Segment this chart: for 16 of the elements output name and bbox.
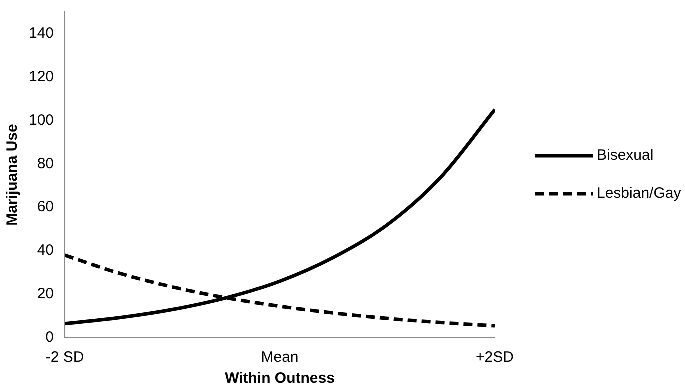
y-tick-label: 140 bbox=[28, 24, 54, 42]
y-tick-label: 100 bbox=[28, 112, 54, 129]
y-tick-label: 120 bbox=[28, 68, 54, 86]
x-tick-label: +2SD bbox=[476, 349, 514, 366]
y-tick-label: 20 bbox=[37, 286, 54, 303]
legend-label: Bisexual bbox=[597, 147, 654, 164]
x-tick-label: Mean bbox=[261, 349, 299, 366]
y-axis-title: Marijuana Use bbox=[4, 124, 22, 226]
y-tick-label: 60 bbox=[37, 198, 54, 216]
line-series bbox=[65, 108, 495, 326]
x-tick-label: -2 SD bbox=[46, 349, 84, 366]
y-tick-label: 0 bbox=[46, 329, 54, 346]
y-tick-label: 80 bbox=[37, 155, 54, 172]
y-tick-label: 40 bbox=[37, 242, 54, 260]
x-axis-title: Within Outness bbox=[225, 370, 335, 388]
legend-label: Lesbian/Gay bbox=[597, 185, 682, 202]
